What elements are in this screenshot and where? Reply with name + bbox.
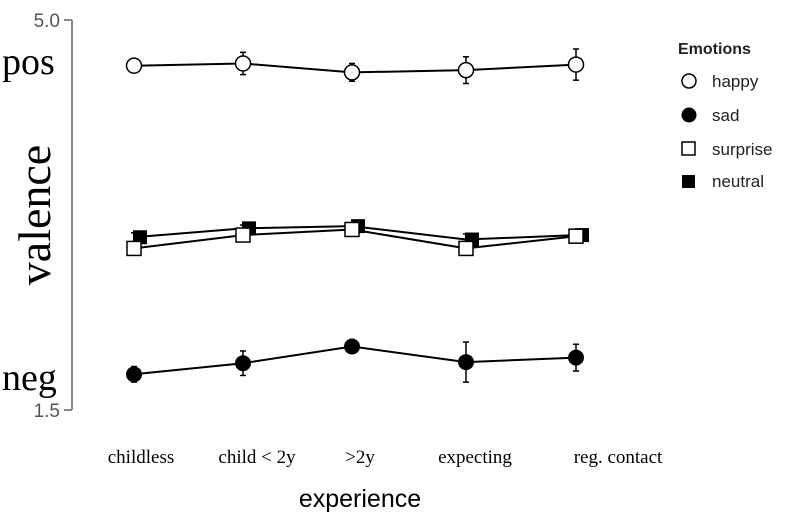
x-tick-label: child < 2y <box>218 447 296 468</box>
legend-marker-sad <box>681 107 697 123</box>
legend: Emotions happy sad surprise neutral <box>678 41 772 191</box>
legend-item-surprise: surprise <box>681 140 772 159</box>
y-axis: 5.0 1.5 pos neg valence <box>2 11 73 422</box>
data-point-sad <box>568 349 584 366</box>
y-axis-label: valence <box>9 145 60 285</box>
x-tick-label: reg. contact <box>574 447 663 468</box>
y-end-label-pos: pos <box>2 41 55 83</box>
data-point-sad <box>458 354 474 371</box>
y-end-label-neg: neg <box>2 357 57 399</box>
data-point-surprise <box>235 227 251 243</box>
legend-item-happy: happy <box>681 72 759 91</box>
legend-label-neutral: neutral <box>712 172 764 191</box>
data-point-surprise <box>568 228 584 244</box>
data-point-sad <box>235 355 251 372</box>
legend-title: Emotions <box>678 41 751 58</box>
data-point-surprise <box>458 240 474 257</box>
data-point-surprise <box>344 221 360 238</box>
data-point-surprise <box>126 240 142 257</box>
x-axis-label: experience <box>299 485 421 513</box>
x-tick-label: childless <box>108 447 175 468</box>
data-point-happy <box>234 55 252 72</box>
data-point-happy <box>343 64 361 81</box>
data-point-happy <box>457 61 475 79</box>
legend-marker-happy <box>681 73 697 89</box>
legend-item-neutral: neutral <box>682 172 764 191</box>
x-tick-label: >2y <box>345 447 375 468</box>
data-point-happy <box>567 56 585 73</box>
legend-label-surprise: surprise <box>712 140 772 159</box>
legend-item-sad: sad <box>681 106 739 125</box>
x-axis: childless child < 2y >2y expecting reg. … <box>108 447 663 513</box>
data-point-sad <box>344 338 360 355</box>
legend-label-sad: sad <box>712 106 739 125</box>
plot-area <box>125 48 589 383</box>
legend-marker-surprise <box>681 141 696 156</box>
data-point-happy <box>125 57 143 74</box>
data-point-sad <box>126 366 142 383</box>
y-tick-label-top: 5.0 <box>34 11 60 32</box>
legend-marker-neutral <box>682 175 695 188</box>
y-tick-label-bottom: 1.5 <box>34 401 60 422</box>
x-tick-label: expecting <box>438 447 512 468</box>
legend-label-happy: happy <box>712 72 759 91</box>
